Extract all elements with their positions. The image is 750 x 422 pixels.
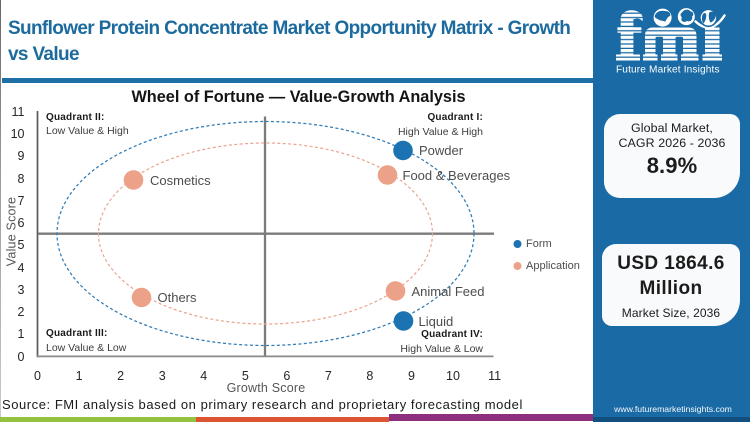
svg-text:Future Market Insights: Future Market Insights	[616, 65, 720, 76]
